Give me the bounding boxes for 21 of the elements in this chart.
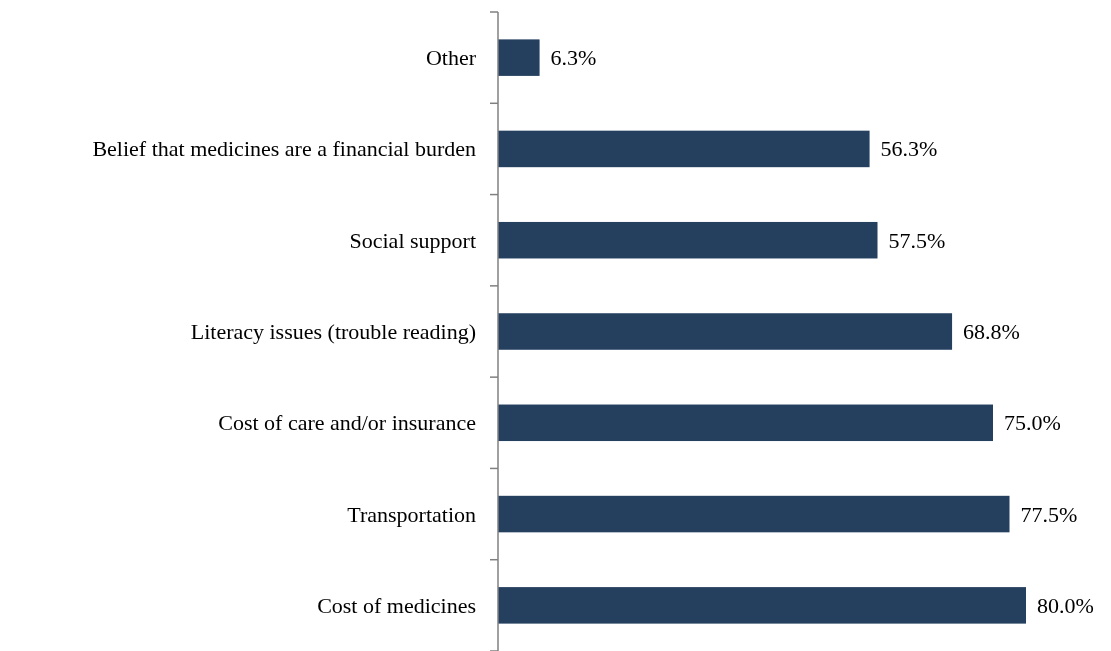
- y-tick-label: Literacy issues (trouble reading): [190, 319, 476, 344]
- data-label: 75.0%: [1004, 410, 1061, 436]
- bar: [498, 221, 878, 259]
- y-tick-label: Cost of care and/or insurance: [218, 410, 476, 436]
- data-label: 57.5%: [888, 227, 946, 253]
- bar: [498, 313, 953, 350]
- y-tick-label: Other: [425, 45, 477, 71]
- bar: [498, 495, 1010, 533]
- data-label: 80.0%: [1037, 592, 1094, 618]
- bar: [498, 130, 870, 168]
- y-tick-label: Cost of medicines: [317, 592, 476, 618]
- data-label: 6.3%: [550, 45, 597, 71]
- bar: [498, 39, 540, 76]
- y-tick-label: Social support: [349, 227, 476, 253]
- y-tick-label: Transportation: [347, 501, 476, 527]
- data-label: 68.8%: [963, 319, 1020, 344]
- bar: [498, 404, 993, 442]
- data-label: 56.3%: [880, 136, 938, 162]
- bar: [498, 587, 1026, 624]
- data-label: 77.5%: [1020, 501, 1078, 527]
- y-tick-label: Belief that medicines are a financial burden: [92, 136, 476, 162]
